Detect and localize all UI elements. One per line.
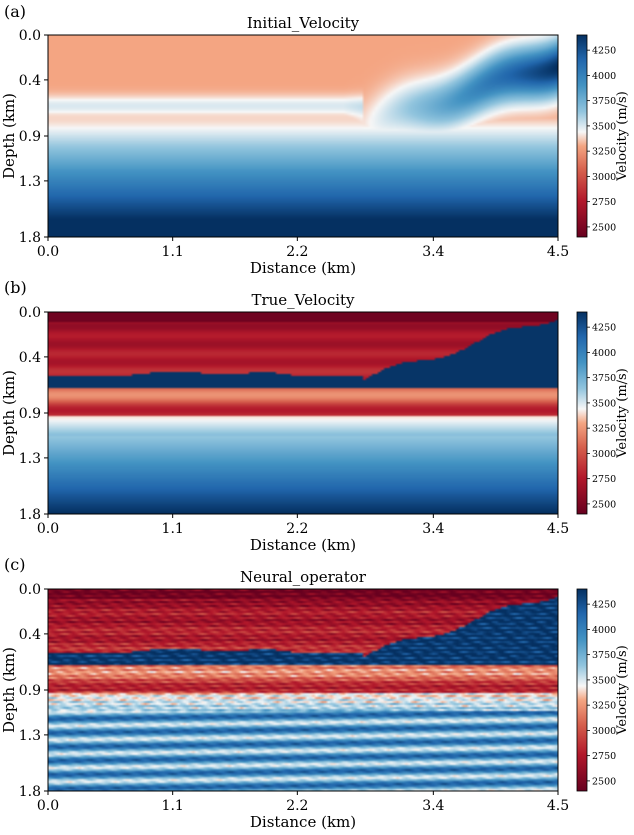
- colorbar-tick-label: 3250: [592, 701, 616, 712]
- panel-0: (a) Initial_Velocity 0.0 1.1 2.2 3.4 4.5 Distan…: [0, 2, 630, 277]
- panel-2: (c) Neural_operator 0.0 1.1 2.2 3.4 4.5 Distanc…: [0, 555, 630, 831]
- x-tick-label: 1.1: [162, 244, 184, 260]
- x-tick-label: 3.4: [422, 244, 444, 260]
- colorbar-tick-label: 3750: [592, 650, 616, 661]
- colorbar-tick-label: 3250: [592, 424, 616, 435]
- colorbar-tick-label: 3000: [592, 726, 616, 737]
- y-tick-label: 0.0: [19, 28, 41, 44]
- y-tick-label: 0.4: [19, 73, 41, 89]
- x-tick-label: 0.0: [37, 798, 59, 814]
- y-axis-label: Depth (km): [0, 370, 18, 456]
- plot-frame-1: [47, 311, 559, 515]
- panel-label: (b): [4, 278, 27, 297]
- colorbar-tick-label: 4000: [592, 625, 616, 636]
- colorbar-tick-label: 2500: [592, 499, 616, 510]
- panel-1: (b) True_Velocity 0.0 1.1 2.2 3.4 4.5 Distance …: [0, 278, 630, 554]
- colorbar-tick-label: 4000: [592, 71, 616, 82]
- chart-title: True_Velocity: [251, 291, 355, 309]
- x-axis-label: Distance (km): [250, 813, 356, 831]
- y-tick-label: 0.9: [19, 129, 41, 145]
- colorbar-tick-label: 4000: [592, 348, 616, 359]
- velocity-field-2: [48, 589, 558, 791]
- plot-frame-2: [47, 588, 559, 792]
- colorbar-tick-label: 3000: [592, 449, 616, 460]
- colorbar-label: Velocity (m/s): [615, 645, 630, 736]
- y-tick-label: 0.9: [19, 406, 41, 422]
- x-tick-label: 3.4: [422, 798, 444, 814]
- y-tick-label: 1.3: [19, 174, 41, 190]
- colorbar-tick-label: 2500: [592, 222, 616, 233]
- y-tick-label: 1.3: [19, 451, 41, 467]
- colorbar-label: Velocity (m/s): [615, 368, 630, 459]
- colorbar-tick-label: 2750: [592, 751, 616, 762]
- colorbar-tick-label: 2500: [592, 776, 616, 787]
- colorbar: [576, 311, 588, 515]
- x-tick-label: 2.2: [286, 244, 308, 260]
- x-tick-label: 3.4: [422, 521, 444, 537]
- x-tick-label: 1.1: [162, 521, 184, 537]
- panel-label: (a): [4, 2, 26, 21]
- colorbar-tick-label: 2750: [592, 197, 616, 208]
- colorbar-tick-label: 4250: [592, 600, 616, 611]
- velocity-field-1: [48, 312, 558, 514]
- y-tick-label: 1.3: [19, 728, 41, 744]
- colorbar-tick-label: 3000: [592, 172, 616, 183]
- colorbar: [576, 588, 588, 792]
- chart-title: Initial_Velocity: [247, 14, 360, 32]
- y-tick-label: 0.4: [19, 627, 41, 643]
- y-tick-label: 0.0: [19, 305, 41, 321]
- x-tick-label: 4.5: [547, 798, 569, 814]
- y-tick-label: 1.8: [19, 230, 41, 246]
- colorbar-tick-label: 3500: [592, 121, 616, 132]
- colorbar-tick-label: 3250: [592, 147, 616, 158]
- colorbar-tick-label: 3500: [592, 398, 616, 409]
- x-tick-label: 0.0: [37, 521, 59, 537]
- chart-title: Neural_operator: [240, 568, 367, 586]
- x-tick-label: 2.2: [286, 521, 308, 537]
- x-axis-label: Distance (km): [250, 536, 356, 554]
- x-tick-label: 0.0: [37, 244, 59, 260]
- colorbar-tick-label: 2750: [592, 474, 616, 485]
- x-tick-label: 4.5: [547, 244, 569, 260]
- x-axis-label: Distance (km): [250, 259, 356, 277]
- colorbar: [576, 34, 588, 238]
- y-axis-label: Depth (km): [0, 647, 18, 733]
- plot-frame-0: [47, 34, 559, 238]
- x-tick-label: 4.5: [547, 521, 569, 537]
- y-tick-label: 0.4: [19, 350, 41, 366]
- colorbar-tick-label: 3750: [592, 373, 616, 384]
- y-tick-label: 1.8: [19, 507, 41, 523]
- colorbar-tick-label: 4250: [592, 46, 616, 57]
- y-tick-label: 1.8: [19, 784, 41, 800]
- colorbar-tick-label: 3750: [592, 96, 616, 107]
- y-tick-label: 0.9: [19, 683, 41, 699]
- panel-label: (c): [4, 555, 25, 574]
- colorbar-label: Velocity (m/s): [615, 91, 630, 182]
- velocity-field-0: [48, 35, 558, 237]
- y-tick-label: 0.0: [19, 582, 41, 598]
- y-axis-label: Depth (km): [0, 93, 18, 179]
- colorbar-tick-label: 4250: [592, 323, 616, 334]
- x-tick-label: 1.1: [162, 798, 184, 814]
- colorbar-tick-label: 3500: [592, 675, 616, 686]
- x-tick-label: 2.2: [286, 798, 308, 814]
